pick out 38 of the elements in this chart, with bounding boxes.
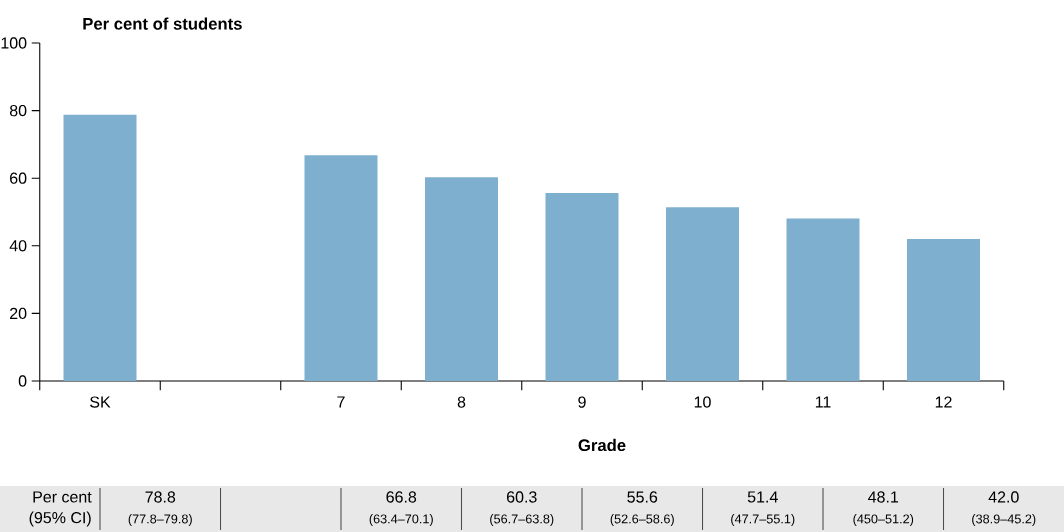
bar bbox=[907, 239, 981, 381]
text: (52.6–58.6) bbox=[610, 514, 674, 526]
data-label: 78.8 bbox=[145, 491, 176, 503]
data-label: 42.0 bbox=[988, 491, 1019, 503]
x-tick-label: 7 bbox=[337, 396, 345, 408]
y-tick-label: 80 bbox=[9, 104, 27, 117]
y-tick-label: 100 bbox=[1, 37, 27, 49]
data-label: 55.6 bbox=[627, 491, 658, 503]
x-tick-label: 9 bbox=[578, 396, 586, 408]
text: (38.9–45.2) bbox=[972, 514, 1036, 526]
y-tick-label: 0 bbox=[18, 375, 27, 387]
bar bbox=[786, 218, 860, 381]
y-tick-label: 40 bbox=[9, 240, 27, 252]
text: (77.8–79.8) bbox=[128, 514, 192, 526]
bar bbox=[666, 207, 740, 381]
x-tick-label: 10 bbox=[694, 396, 711, 408]
text: (63.4–70.1) bbox=[369, 514, 433, 526]
text: (47.7–55.1) bbox=[731, 514, 795, 526]
text: (450–51.2) bbox=[853, 514, 914, 526]
bar bbox=[304, 155, 378, 381]
text: Per cent bbox=[33, 491, 92, 503]
bar bbox=[63, 114, 137, 381]
x-tick-label: SK bbox=[90, 396, 111, 408]
x-tick-label: 12 bbox=[935, 396, 952, 408]
data-label: 66.8 bbox=[386, 491, 417, 503]
data-label: 48.1 bbox=[868, 491, 899, 503]
bar bbox=[425, 177, 499, 381]
x-tick-label: 11 bbox=[815, 396, 831, 408]
y-tick-label: 60 bbox=[10, 172, 27, 184]
bar bbox=[545, 193, 619, 381]
y-axis-title: Per cent of students bbox=[83, 17, 242, 30]
x-tick-label: 8 bbox=[457, 396, 466, 408]
data-label: 60.3 bbox=[507, 491, 537, 503]
text: (56.7–63.8) bbox=[490, 514, 554, 526]
x-axis-title: Grade bbox=[578, 438, 626, 452]
y-tick-label: 20 bbox=[10, 307, 27, 320]
text: (95% CI) bbox=[29, 511, 91, 527]
data-label: 51.4 bbox=[747, 491, 778, 503]
